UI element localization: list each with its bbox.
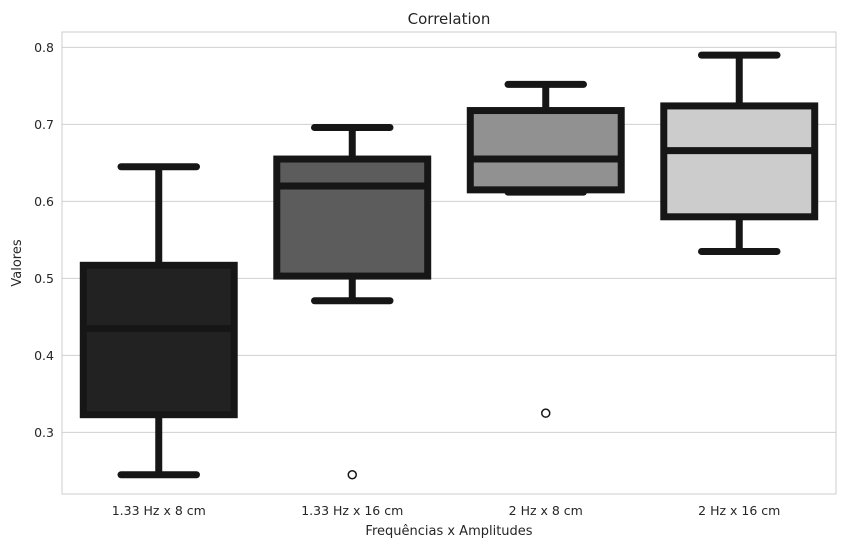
y-tick-label: 0.5 — [34, 271, 54, 286]
x-tick-label: 1.33 Hz x 8 cm — [112, 503, 206, 518]
x-axis-ticks: 1.33 Hz x 8 cm 1.33 Hz x 16 cm 2 Hz x 8 cm… — [112, 503, 781, 518]
plot-frame — [61, 31, 837, 495]
y-tick-label: 0.7 — [34, 117, 54, 132]
outlier-point — [541, 408, 551, 418]
box-group — [466, 80, 625, 418]
y-tick-label: 0.4 — [34, 348, 54, 363]
chart-title: Correlation — [408, 10, 491, 28]
x-tick-label: 2 Hz x 8 cm — [509, 503, 583, 518]
box-group — [79, 163, 238, 479]
box — [660, 102, 819, 221]
box-group — [660, 51, 819, 255]
box — [273, 155, 432, 280]
outlier-point — [347, 470, 357, 480]
x-tick-label: 2 Hz x 16 cm — [698, 503, 780, 518]
y-axis-ticks: 0.3 0.4 0.5 0.6 0.7 0.8 — [34, 40, 54, 440]
x-axis-label: Frequências x Amplitudes — [365, 524, 532, 539]
x-tick-label: 1.33 Hz x 16 cm — [301, 503, 403, 518]
y-axis-label: Valores — [10, 239, 25, 286]
box-series — [79, 51, 819, 480]
box-group — [273, 123, 432, 480]
y-tick-label: 0.3 — [34, 425, 54, 440]
box — [79, 261, 238, 419]
box — [466, 107, 625, 194]
y-tick-label: 0.6 — [34, 194, 54, 209]
y-tick-label: 0.8 — [34, 40, 54, 55]
